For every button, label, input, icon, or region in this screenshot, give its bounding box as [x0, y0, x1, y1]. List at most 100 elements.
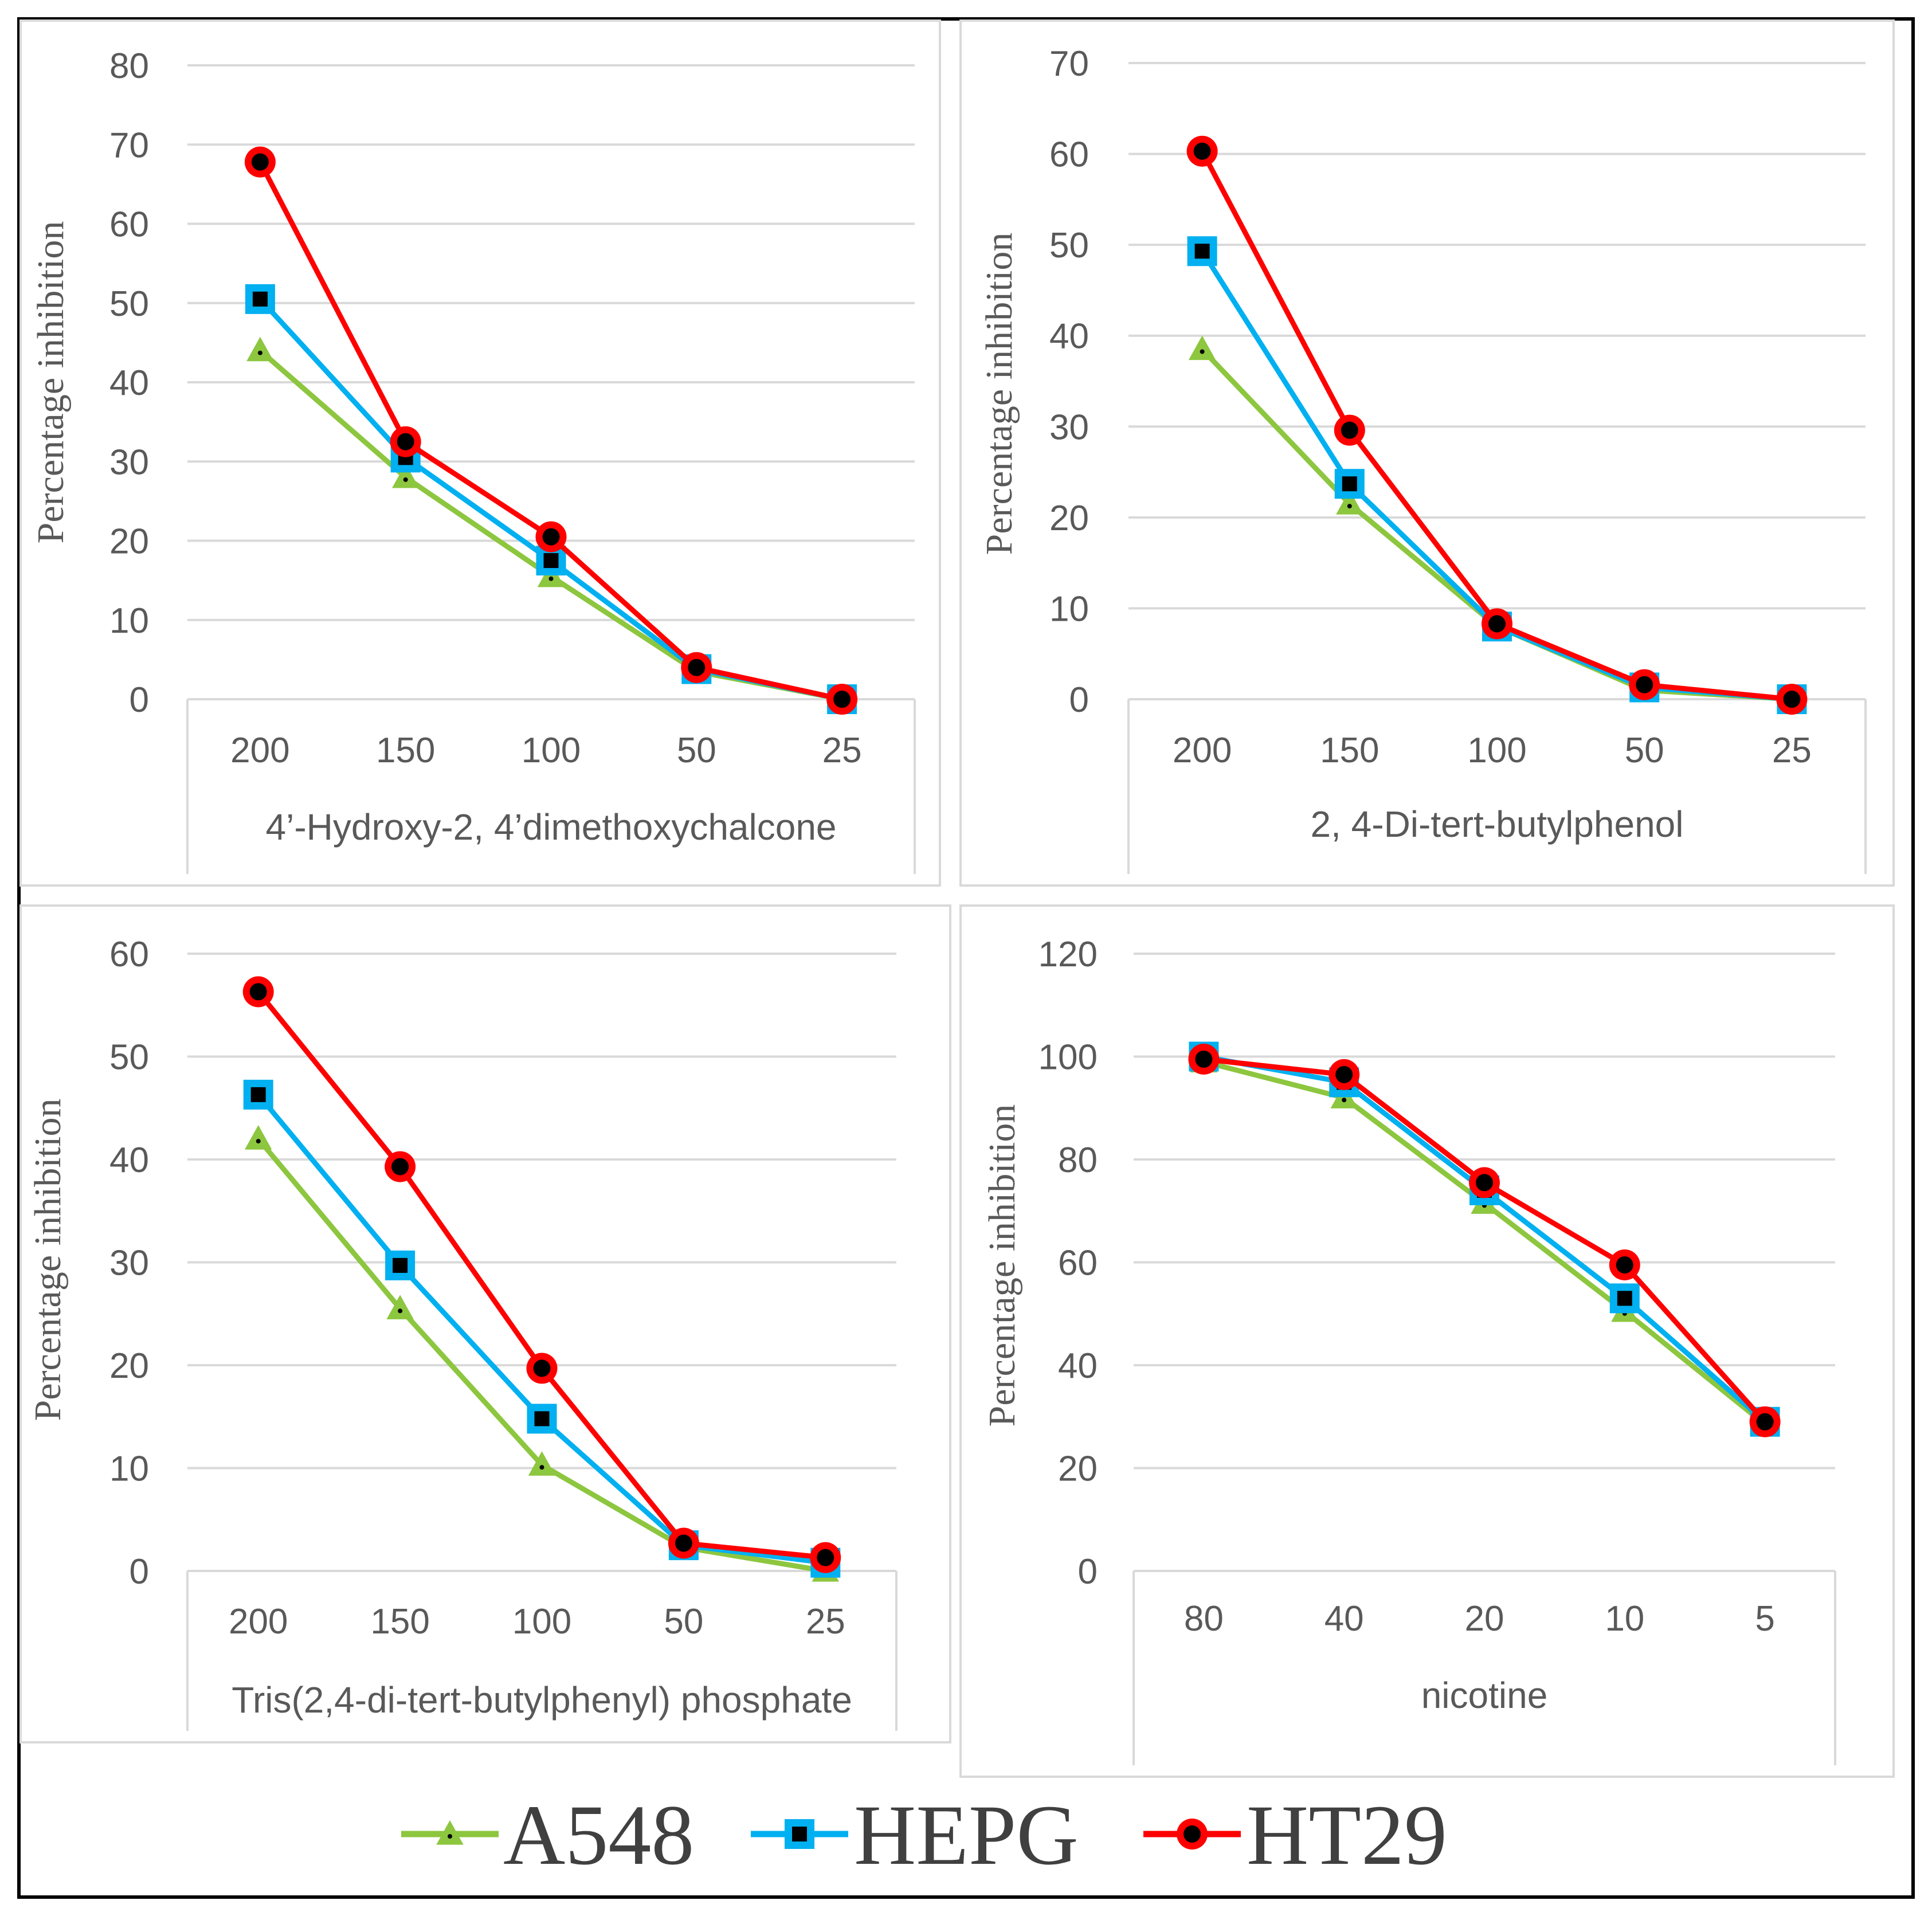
marker-ht29-4-center — [1756, 1413, 1774, 1431]
y-tick-label: 40 — [109, 363, 149, 403]
legend-label-ht29: HT29 — [1247, 1788, 1447, 1883]
x-tick-label: 80 — [1184, 1599, 1224, 1639]
x-tick-label: 50 — [677, 731, 716, 770]
x-tick-label: 150 — [370, 1602, 429, 1641]
marker-ht29-3-center — [1636, 676, 1653, 693]
y-axis-label: Percentage inhibition — [981, 1104, 1023, 1427]
chart-title: Tris(2,4-di-tert-butylphenyl) phosphate — [232, 1679, 852, 1721]
y-tick-label: 50 — [109, 284, 149, 324]
chart-panel-border — [959, 19, 1895, 887]
y-tick-label: 60 — [109, 935, 149, 974]
y-tick-label: 80 — [1058, 1141, 1098, 1180]
x-tick-label: 50 — [1625, 731, 1664, 770]
marker-ht29-1-center — [391, 1158, 409, 1176]
x-tick-label: 100 — [512, 1602, 571, 1641]
marker-hepg-3-center — [1617, 1291, 1632, 1306]
y-tick-label: 0 — [130, 1552, 149, 1592]
chart-panel-border — [19, 904, 951, 1743]
marker-ht29-2-center — [1488, 615, 1506, 633]
marker-ht29-0-center — [251, 153, 269, 171]
x-tick-label: 100 — [522, 731, 581, 770]
y-tick-label: 50 — [1049, 226, 1089, 265]
y-tick-label: 60 — [1058, 1244, 1098, 1283]
x-tick-label: 25 — [1772, 731, 1812, 770]
y-tick-label: 60 — [109, 205, 149, 245]
marker-hepg-0-center — [250, 1087, 266, 1102]
y-tick-label: 20 — [109, 1346, 149, 1386]
y-tick-label: 30 — [109, 442, 149, 482]
y-tick-label: 70 — [109, 126, 149, 165]
legend: A548 HEPG HT29 — [401, 1788, 1447, 1883]
marker-ht29-2-center — [533, 1359, 551, 1377]
y-tick-label: 20 — [1049, 499, 1089, 538]
legend-label-a548: A548 — [503, 1788, 694, 1883]
chart-title: 2, 4-Di-tert-butylphenol — [1311, 804, 1684, 845]
x-tick-label: 150 — [376, 731, 435, 770]
y-tick-label: 0 — [1078, 1552, 1098, 1592]
marker-ht29-3-center — [675, 1534, 692, 1552]
y-tick-label: 0 — [130, 680, 149, 720]
chart-panel-2: 0 10 20 30 40 50 60 70 200 150 100 50 25 2, 4-Di-tert… — [959, 19, 1895, 887]
marker-ht29-1-center — [1341, 421, 1358, 439]
y-tick-label: 40 — [1058, 1346, 1098, 1386]
y-tick-label: 20 — [109, 522, 149, 562]
marker-ht29-1-center — [397, 433, 414, 450]
chart-panel-border — [19, 19, 941, 887]
marker-ht29-4-center — [817, 1549, 834, 1566]
marker-legend-a548-0 — [436, 1820, 464, 1845]
x-tick-label: 25 — [806, 1602, 845, 1641]
x-tick-label: 20 — [1465, 1599, 1504, 1639]
x-tick-label: 10 — [1605, 1599, 1644, 1639]
marker-a548-0-center — [257, 350, 262, 355]
x-tick-label: 200 — [1173, 731, 1232, 770]
y-tick-label: 70 — [1049, 44, 1089, 84]
y-tick-label: 120 — [1039, 935, 1098, 974]
marker-hepg-0-center — [1194, 244, 1210, 259]
y-tick-label: 50 — [109, 1038, 149, 1077]
marker-ht29-0-center — [1195, 1050, 1213, 1068]
y-axis-label: Percentage inhibition — [27, 1099, 69, 1421]
x-tick-label: 50 — [664, 1602, 703, 1641]
y-tick-label: 30 — [109, 1244, 149, 1283]
marker-hepg-1-center — [1342, 476, 1357, 492]
marker-legend-ht29-0-center — [1184, 1825, 1201, 1843]
marker-a548-0 — [245, 1125, 272, 1150]
y-tick-label: 30 — [1049, 408, 1089, 447]
marker-a548-0 — [1188, 335, 1216, 361]
x-tick-label: 200 — [229, 1602, 288, 1641]
marker-hepg-1-center — [393, 1257, 408, 1273]
chart-panel-3: 0 10 20 30 40 50 60 200 150 100 50 25 Tris(2,4-di-te… — [19, 904, 951, 1743]
marker-a548-1 — [1336, 490, 1363, 515]
chart-panel-1: 0 10 20 30 40 50 60 70 80 200 150 100 50 25 4’-Hydroxy… — [19, 19, 941, 887]
marker-a548-0 — [246, 336, 274, 362]
chart-panel-border — [959, 904, 1895, 1778]
x-tick-label: 200 — [230, 731, 289, 770]
y-axis-label: Percentage inhibition — [978, 233, 1020, 555]
marker-ht29-1-center — [1335, 1065, 1353, 1083]
y-tick-label: 10 — [1049, 589, 1089, 629]
marker-ht29-3-center — [688, 659, 706, 676]
chart-title: nicotine — [1421, 1675, 1548, 1716]
y-tick-label: 80 — [109, 46, 149, 86]
marker-ht29-0-center — [249, 983, 267, 1001]
y-tick-label: 40 — [109, 1141, 149, 1180]
marker-a548-1-center — [398, 1308, 403, 1314]
y-tick-label: 10 — [109, 601, 149, 641]
marker-a548-0-center — [1200, 349, 1205, 354]
marker-a548-1-center — [1347, 504, 1352, 509]
marker-a548-1 — [386, 1295, 414, 1319]
y-tick-label: 20 — [1058, 1449, 1098, 1489]
marker-ht29-2-center — [542, 528, 560, 546]
marker-ht29-2-center — [1476, 1174, 1493, 1192]
y-axis-label: Percentage inhibition — [30, 221, 72, 544]
chart-title: 4’-Hydroxy-2, 4’dimethoxychalcone — [266, 806, 837, 848]
marker-ht29-3-center — [1616, 1256, 1633, 1274]
marker-legend-hepg-0-center — [792, 1827, 807, 1841]
marker-a548-1-center — [1342, 1098, 1347, 1103]
marker-ht29-0-center — [1193, 142, 1211, 160]
x-tick-label: 100 — [1467, 731, 1526, 770]
marker-a548-2-center — [539, 1465, 544, 1470]
y-tick-label: 60 — [1049, 135, 1089, 175]
x-tick-label: 25 — [822, 731, 862, 770]
